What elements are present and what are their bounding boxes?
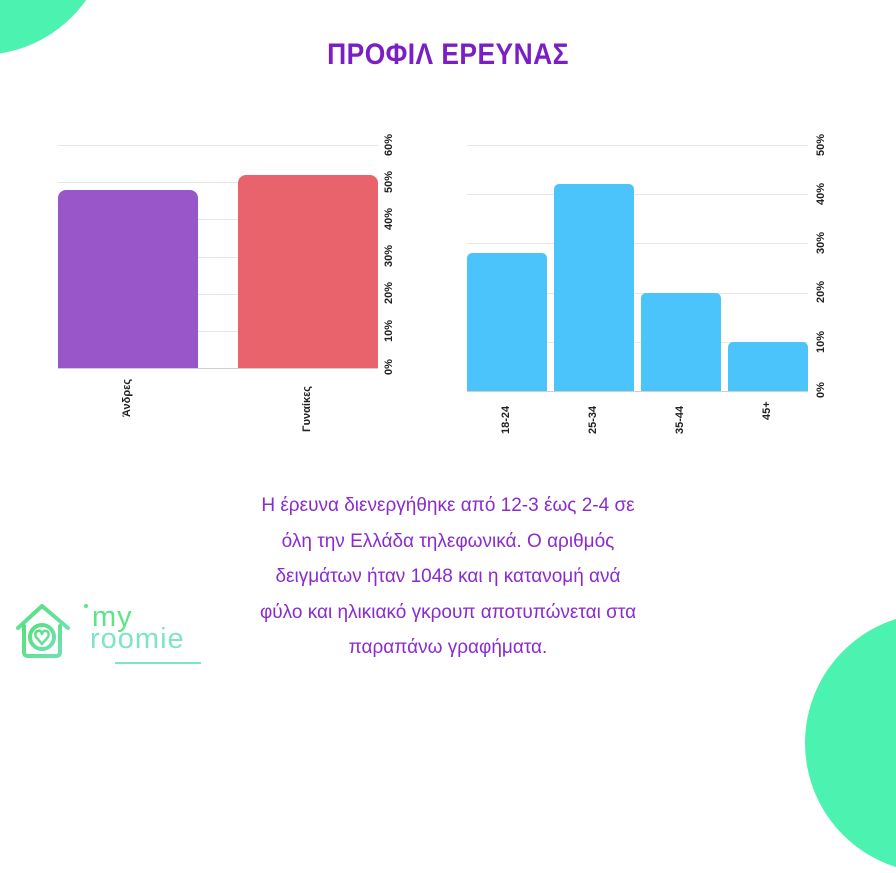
description-line: δειγμάτων ήταν 1048 και η κατανομή ανά bbox=[275, 566, 621, 587]
page-title: ΠΡΟΦΙΛ ΕΡΕΥΝΑΣ bbox=[327, 38, 569, 71]
y-tick-label: 20% bbox=[383, 282, 395, 305]
y-tick-label: 60% bbox=[383, 133, 395, 156]
myroomie-logo: my roomie bbox=[12, 598, 222, 665]
y-tick-label: 50% bbox=[383, 170, 395, 193]
y-tick-label: 10% bbox=[383, 319, 395, 342]
bar-35-44 bbox=[641, 292, 721, 391]
y-tick-label: 30% bbox=[383, 245, 395, 268]
x-category-label: 45+ bbox=[761, 400, 773, 420]
gridline bbox=[467, 243, 808, 245]
y-tick-label: 40% bbox=[815, 182, 827, 205]
y-tick-label: 0% bbox=[815, 382, 827, 399]
y-tick-label: 10% bbox=[815, 330, 827, 353]
bar-25-34 bbox=[554, 184, 634, 391]
y-tick-label: 40% bbox=[383, 208, 395, 231]
gridline bbox=[467, 145, 808, 146]
gridline bbox=[467, 341, 808, 343]
x-category-label: Γυναίκες bbox=[301, 385, 313, 432]
x-axis-baseline bbox=[467, 391, 808, 392]
x-category-label: 18-24 bbox=[500, 405, 512, 434]
logo-text-roomie: roomie bbox=[90, 623, 185, 655]
corner-decoration-bottom-right bbox=[805, 613, 896, 873]
y-tick-label: 0% bbox=[383, 359, 395, 376]
x-axis-baseline bbox=[58, 368, 378, 369]
logo-underline bbox=[115, 662, 201, 664]
gridline bbox=[58, 330, 378, 332]
gridline bbox=[58, 182, 378, 184]
gridline bbox=[58, 293, 378, 295]
description-line: παραπάνω γραφήματα. bbox=[348, 637, 548, 658]
logo-text-my: my bbox=[92, 601, 133, 633]
x-category-label: Άνδρες bbox=[121, 379, 133, 418]
y-tick-label: 20% bbox=[815, 281, 827, 304]
x-category-label: 25-34 bbox=[587, 405, 599, 434]
bar-18-24 bbox=[467, 253, 547, 391]
gridline bbox=[58, 145, 378, 146]
house-heart-icon bbox=[16, 604, 70, 658]
bar-45+ bbox=[728, 341, 808, 391]
bar-Άνδρες bbox=[58, 189, 198, 368]
gridline bbox=[58, 256, 378, 258]
description-line: όλη την Ελλάδα τηλεφωνικά. Ο αριθμός bbox=[281, 530, 615, 552]
survey-description: Η έρευνα διενεργήθηκε από 12-3 έως 2-4 σ… bbox=[200, 488, 696, 666]
gridline bbox=[467, 194, 808, 196]
description-line: Η έρευνα διενεργήθηκε από 12-3 έως 2-4 σ… bbox=[261, 495, 635, 516]
gridline bbox=[467, 292, 808, 294]
gridline bbox=[58, 219, 378, 221]
x-category-label: 35-44 bbox=[674, 405, 686, 434]
logo-dot bbox=[84, 604, 88, 608]
description-line: φύλο και ηλικιακό γκρουπ αποτυπώνεται στ… bbox=[259, 601, 637, 623]
bar-Γυναίκες bbox=[238, 174, 378, 368]
y-tick-label: 50% bbox=[815, 133, 827, 156]
y-tick-label: 30% bbox=[815, 232, 827, 255]
